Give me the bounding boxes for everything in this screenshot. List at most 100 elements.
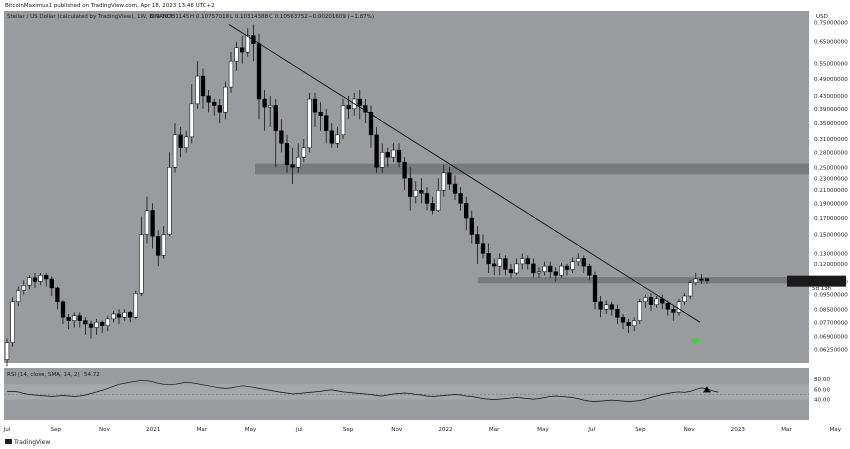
candle — [217, 99, 222, 124]
candle — [72, 312, 77, 328]
price-tick-label: 0.65000000 — [814, 40, 848, 46]
candle — [581, 255, 586, 273]
price-axis[interactable]: 0.75000000 0.65000000 0.55000000 0.49000000… — [814, 21, 848, 354]
rsi-axis[interactable]: 80.00 60.00 40.00 — [814, 377, 830, 403]
candle-body — [408, 178, 413, 197]
candle-body — [234, 47, 239, 62]
candle-body — [256, 43, 262, 100]
candle — [665, 300, 670, 316]
candle — [139, 216, 144, 297]
price-tick-label: 0.13000000 — [814, 251, 848, 257]
candle — [548, 261, 553, 278]
candle — [402, 157, 407, 191]
time-tick-label: Jul — [295, 427, 303, 433]
candle-body — [581, 258, 586, 267]
candle-body — [536, 271, 542, 274]
rsi-label[interactable]: RSI (14, close, SMA, 14, 2) — [7, 372, 80, 378]
time-tick-label: Sep — [343, 427, 354, 433]
candle-body — [172, 134, 178, 168]
candle-body — [368, 111, 374, 136]
candle-body — [402, 161, 407, 179]
candle-body — [38, 275, 43, 282]
candle-body — [464, 203, 469, 219]
candle — [329, 123, 334, 148]
candle-body — [452, 183, 458, 194]
candle-body — [413, 189, 418, 197]
candle-body — [27, 277, 32, 286]
candle — [223, 81, 228, 120]
candle-body — [116, 313, 122, 318]
candle-body — [156, 236, 161, 256]
candle-body — [508, 269, 514, 274]
rsi-value: 54.72 — [84, 372, 100, 378]
candle-body — [189, 103, 194, 138]
candle — [553, 267, 558, 282]
candle-body — [682, 295, 687, 302]
candle — [234, 41, 239, 71]
candle — [27, 275, 32, 290]
candle-body — [385, 152, 390, 158]
candle-body — [604, 304, 609, 310]
time-tick-label: Sep — [50, 427, 61, 433]
candle — [150, 203, 155, 249]
candle-body — [301, 147, 306, 158]
ohlc-high: H 0.10757018 — [190, 14, 230, 20]
candle-body — [55, 287, 60, 302]
candle-body — [704, 278, 710, 281]
candle — [626, 318, 631, 333]
time-tick-label: Jul — [3, 427, 11, 433]
price-pane[interactable] — [4, 11, 809, 363]
price-tick-label: 0.39000000 — [814, 107, 848, 113]
time-axis[interactable]: Jul Sep Nov 2021 Mar May Jul Sep Nov 2022 Mar May Ju… — [3, 427, 850, 433]
bar-countdown: 5d 13h — [812, 286, 832, 292]
candle — [380, 143, 385, 173]
candle — [436, 178, 441, 212]
candle — [167, 152, 172, 237]
time-tick-label: Nov — [99, 427, 111, 433]
time-tick-label: Nov — [684, 427, 696, 433]
candle — [178, 126, 183, 158]
candle — [88, 320, 94, 339]
candle — [60, 300, 66, 324]
candle — [340, 99, 346, 139]
candle — [245, 28, 250, 57]
candle — [604, 300, 609, 314]
price-tick-label: 0.06250000 — [814, 348, 848, 354]
candle-body — [424, 193, 430, 204]
candle-body — [520, 258, 525, 265]
candle — [206, 89, 211, 113]
candle-body — [587, 265, 592, 276]
candle — [212, 99, 217, 116]
candle-body — [195, 75, 200, 105]
ohlc-change: −0.00201609 (−1.87%) — [308, 14, 374, 20]
candle-body — [363, 105, 368, 113]
candle — [324, 108, 329, 144]
candle-body — [391, 149, 396, 158]
symbol-title[interactable]: Stellar / US Dollar (calculated by Tradi… — [7, 14, 175, 20]
candle — [536, 267, 542, 278]
candle — [156, 230, 161, 267]
candle-body — [598, 301, 603, 310]
candle-body — [531, 263, 536, 274]
time-tick-label: May — [537, 427, 549, 433]
candle-body — [430, 203, 435, 211]
candle-body — [312, 98, 318, 113]
candle-body — [559, 265, 564, 276]
candle-body — [441, 172, 446, 191]
candle-body — [44, 275, 49, 280]
time-tick-label: Sep — [635, 427, 646, 433]
candle — [21, 280, 26, 295]
candle — [49, 276, 54, 297]
candle-body — [553, 271, 558, 276]
candle — [475, 226, 480, 264]
footer-brand: TradingView — [13, 439, 50, 446]
ohlc-low: L 0.10314388 — [230, 14, 269, 20]
candle — [441, 164, 446, 197]
candle-body — [458, 193, 463, 204]
candle-body — [324, 115, 329, 132]
candle — [447, 167, 452, 191]
candle — [240, 35, 245, 64]
candle — [643, 294, 648, 308]
candle-body — [419, 189, 424, 194]
price-tick-label: 0.19000000 — [814, 201, 848, 207]
